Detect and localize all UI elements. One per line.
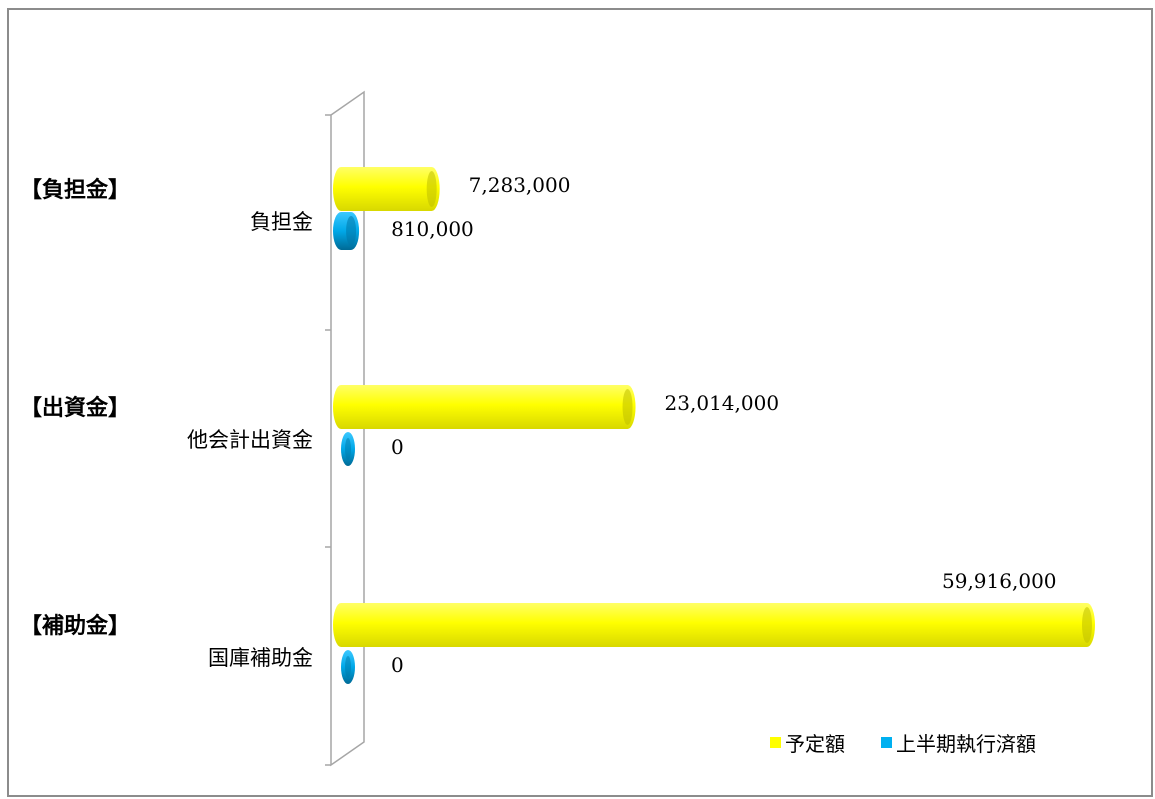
value-label-executed: 0 bbox=[391, 435, 404, 459]
value-label-planned: 7,283,000 bbox=[468, 173, 571, 197]
bar-executed bbox=[341, 650, 355, 684]
value-label-planned: 23,014,000 bbox=[664, 391, 780, 415]
group-label: 【補助金】 bbox=[20, 614, 131, 639]
bar-planned bbox=[333, 385, 636, 429]
bar-planned bbox=[333, 167, 440, 211]
group-label: 【負担金】 bbox=[20, 178, 131, 203]
category-label: 負担金 bbox=[250, 210, 313, 234]
category-label: 国庫補助金 bbox=[208, 646, 313, 670]
legend-label-executed: 上半期執行済額 bbox=[896, 732, 1036, 756]
legend-swatch-planned bbox=[770, 737, 781, 748]
bar-executed bbox=[333, 212, 360, 250]
legend: 予定額 上半期執行済額 bbox=[770, 728, 1036, 757]
legend-item-planned: 予定額 bbox=[770, 728, 845, 757]
value-label-executed: 0 bbox=[391, 653, 404, 677]
legend-label-planned: 予定額 bbox=[785, 732, 845, 756]
legend-swatch-executed bbox=[881, 737, 892, 748]
value-label-executed: 810,000 bbox=[391, 217, 474, 241]
group-label: 【出資金】 bbox=[20, 396, 131, 421]
bar-executed bbox=[341, 432, 355, 466]
category-label: 他会計出資金 bbox=[187, 428, 313, 452]
bar-planned bbox=[333, 603, 1095, 647]
legend-item-executed: 上半期執行済額 bbox=[881, 728, 1036, 757]
value-label-planned: 59,916,000 bbox=[942, 569, 1057, 593]
